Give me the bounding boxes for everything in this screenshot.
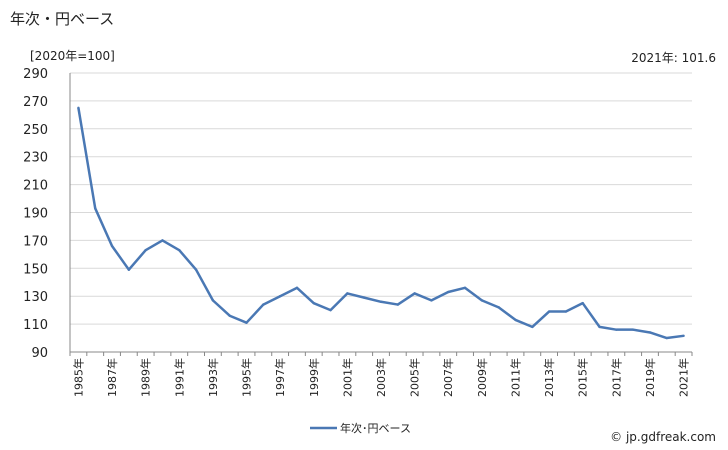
data-point <box>77 106 80 110</box>
unit-note: [2020年=100] <box>30 49 115 63</box>
x-tick-label: 2021年 <box>677 358 691 397</box>
axes <box>69 73 693 356</box>
series-layer <box>77 106 685 340</box>
data-point <box>346 292 349 295</box>
x-tick-label: 1985年 <box>71 358 85 397</box>
data-point <box>94 207 97 210</box>
data-point <box>312 301 315 305</box>
data-point <box>581 301 584 305</box>
x-tick-label: 1997年 <box>273 358 287 397</box>
x-tick-label: 2005年 <box>408 358 422 397</box>
x-tick-label: 2011年 <box>508 358 522 397</box>
y-tick-label: 110 <box>23 318 48 333</box>
data-point <box>497 306 500 309</box>
x-tick-label: 1999年 <box>307 358 321 397</box>
latest-value-note: 2021年: 101.6 <box>631 51 716 65</box>
x-tick-label: 1989年 <box>139 358 153 397</box>
legend-label: 年次･円ベース <box>340 421 411 435</box>
y-tick-label: 150 <box>23 262 48 277</box>
x-tick-label: 2015年 <box>576 358 590 397</box>
data-point <box>447 290 450 294</box>
data-point <box>362 296 366 299</box>
data-point <box>278 295 282 298</box>
data-point <box>178 248 181 252</box>
data-point <box>194 268 198 271</box>
chart-title: 年次・円ベース <box>10 10 115 28</box>
x-tick-label: 1995年 <box>240 358 254 397</box>
y-tick-label: 230 <box>23 151 48 166</box>
legend: 年次･円ベース <box>310 421 411 435</box>
data-point <box>682 334 685 338</box>
data-point <box>598 325 601 329</box>
data-point <box>379 300 383 303</box>
data-point <box>329 308 332 312</box>
y-tick-label: 90 <box>31 346 48 361</box>
x-tick-label: 2013年 <box>542 358 556 397</box>
source-credit: © jp.gdfreak.com <box>610 430 716 444</box>
data-point <box>413 292 416 295</box>
y-tick-label: 170 <box>23 234 48 249</box>
x-tick-label: 2009年 <box>475 358 489 397</box>
data-point <box>514 318 517 322</box>
y-tick-label: 270 <box>23 95 48 110</box>
data-point <box>144 248 147 252</box>
data-point <box>564 310 568 313</box>
data-point <box>110 244 114 248</box>
data-point <box>262 303 265 306</box>
series-line <box>77 107 684 340</box>
data-point <box>228 314 231 317</box>
data-point <box>615 328 618 331</box>
data-point <box>463 286 467 290</box>
x-tick-label: 2019年 <box>643 358 657 397</box>
y-tick-label: 190 <box>23 207 48 222</box>
data-point <box>127 268 131 271</box>
data-point <box>161 239 164 242</box>
x-tick-label: 2001年 <box>340 358 354 397</box>
x-tick-label: 1993年 <box>206 358 220 397</box>
y-tick-label: 290 <box>23 67 48 82</box>
grid-lines <box>70 72 692 325</box>
x-tick-label: 2017年 <box>609 358 623 397</box>
data-point <box>245 321 248 324</box>
y-tick-label: 250 <box>23 123 48 138</box>
y-tick-label: 210 <box>23 179 48 194</box>
data-point <box>211 299 215 302</box>
data-point <box>295 286 299 290</box>
data-point <box>531 325 534 329</box>
data-point <box>665 336 668 340</box>
y-axis-ticks: 90 110 130 150 170 190 210 230 250 270 290 <box>23 67 48 361</box>
x-axis-ticks: 1985年 1987年 1989年 1991年 1993年 1995年 1997年 1999年… <box>71 358 690 397</box>
x-tick-label: 1991年 <box>172 358 186 397</box>
data-point <box>631 328 635 331</box>
data-point <box>547 310 551 313</box>
data-point <box>480 299 484 302</box>
data-point <box>430 299 433 302</box>
data-point <box>648 331 652 334</box>
x-tick-label: 2003年 <box>374 358 388 397</box>
x-tick-label: 2007年 <box>441 358 455 397</box>
x-tick-label: 1987年 <box>105 358 119 397</box>
y-tick-label: 130 <box>23 290 48 305</box>
data-point <box>396 303 400 306</box>
